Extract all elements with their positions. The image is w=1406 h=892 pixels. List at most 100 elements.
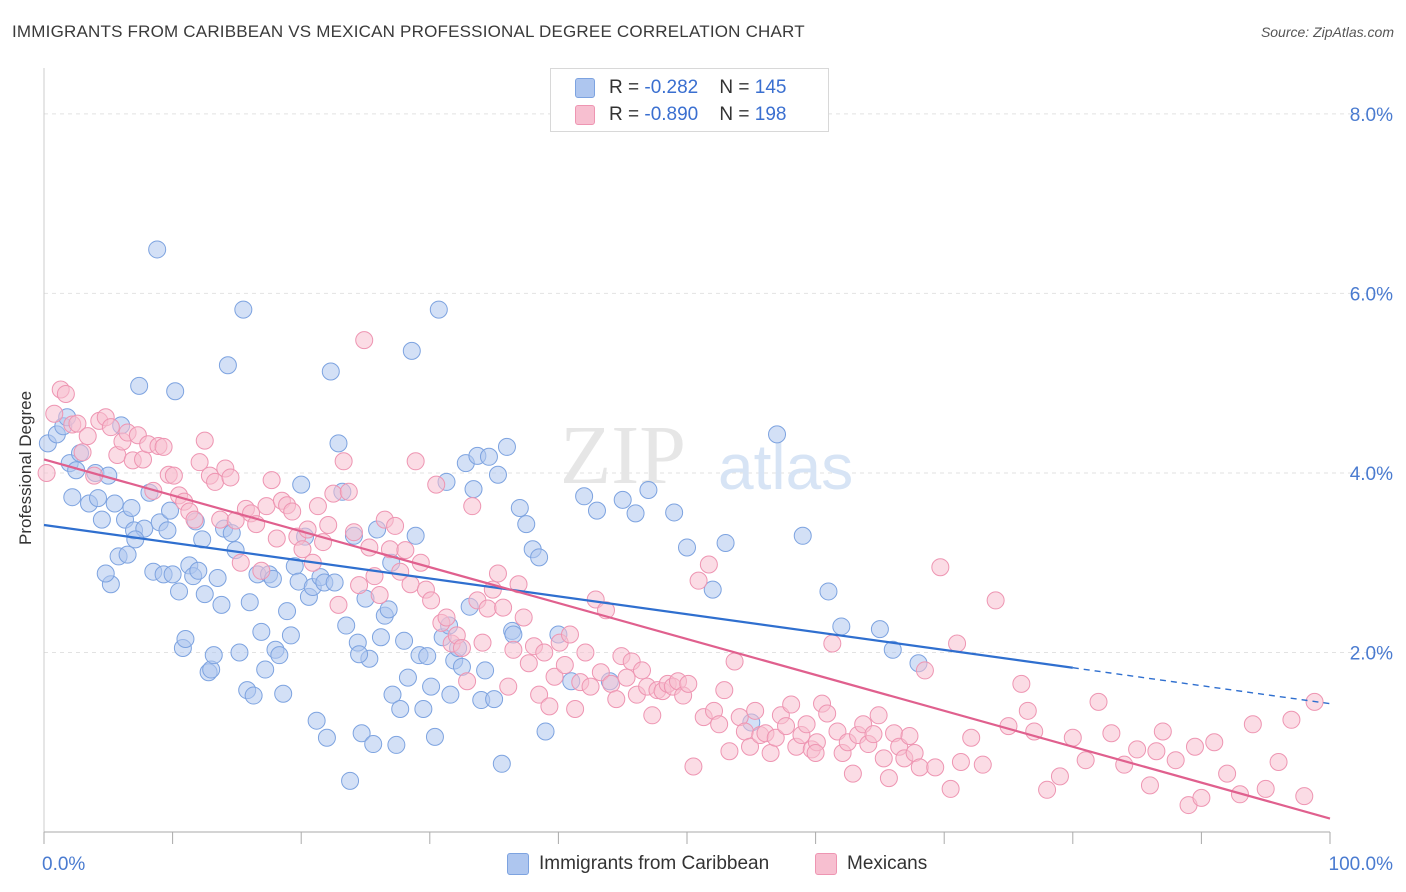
data-point <box>458 672 477 691</box>
data-point <box>337 616 356 635</box>
data-point <box>870 620 889 639</box>
data-point <box>195 431 214 450</box>
data-point <box>324 484 343 503</box>
data-point <box>1018 701 1037 720</box>
data-point <box>715 681 734 700</box>
data-point <box>334 452 353 471</box>
r-value-caribbean: -0.282 <box>644 77 699 98</box>
data-point <box>267 529 286 548</box>
data-point <box>782 695 801 714</box>
data-point <box>488 564 507 583</box>
data-point <box>832 617 851 636</box>
data-point <box>843 764 862 783</box>
data-point <box>1269 752 1288 771</box>
n-label: N = <box>719 77 755 98</box>
data-point <box>344 523 363 542</box>
data-point <box>89 489 108 508</box>
data-point <box>951 752 970 771</box>
data-point <box>278 602 297 621</box>
series-legend: Immigrants from Caribbean Mexicans <box>0 850 1406 880</box>
data-points <box>37 240 1324 815</box>
data-point <box>37 463 56 482</box>
data-point <box>962 728 981 747</box>
data-point <box>864 725 883 744</box>
data-point <box>240 593 259 612</box>
data-point <box>626 504 645 523</box>
watermark: ZIP atlas <box>560 409 853 503</box>
data-point <box>418 647 437 666</box>
data-point <box>602 674 621 693</box>
watermark-zip: ZIP <box>560 409 686 502</box>
series-points-mexicans <box>37 331 1324 815</box>
data-point <box>915 661 934 680</box>
axes <box>43 68 1331 844</box>
data-point <box>401 575 420 594</box>
data-point <box>678 538 696 557</box>
data-point <box>1102 724 1121 743</box>
data-point <box>317 728 336 747</box>
data-point <box>130 376 149 395</box>
data-point <box>383 685 402 704</box>
data-point <box>735 722 754 741</box>
data-point <box>720 742 739 761</box>
legend-label-mexicans: Mexicans <box>847 853 928 874</box>
data-point <box>231 553 250 572</box>
data-point <box>679 674 698 693</box>
legend-label-caribbean: Immigrants from Caribbean <box>539 853 770 874</box>
data-point <box>422 677 441 696</box>
data-point <box>441 685 460 704</box>
data-point <box>185 510 204 529</box>
data-point <box>274 684 293 703</box>
data-point <box>283 502 302 521</box>
data-point <box>339 482 358 501</box>
data-point <box>1185 737 1204 756</box>
x-tick-label-max: 100.0% <box>1329 854 1394 875</box>
data-point <box>371 628 390 647</box>
data-point <box>118 545 137 564</box>
data-point <box>716 533 735 552</box>
data-point <box>68 414 87 433</box>
data-point <box>575 487 594 506</box>
r-value-mexicans: -0.890 <box>644 104 699 125</box>
data-point <box>234 300 253 319</box>
data-point <box>1166 751 1185 770</box>
data-point <box>879 769 898 788</box>
data-point <box>101 418 120 437</box>
data-point <box>617 668 636 687</box>
data-point <box>1089 692 1108 711</box>
trend-line-caribbean <box>43 523 1073 669</box>
data-point <box>530 548 549 567</box>
trend-lines <box>43 458 1331 820</box>
data-point <box>293 540 312 559</box>
data-point <box>56 384 75 403</box>
data-point <box>257 497 276 516</box>
watermark-atlas: atlas <box>718 431 853 503</box>
data-point <box>464 480 483 499</box>
data-point <box>869 706 888 725</box>
data-point <box>806 744 825 763</box>
data-point <box>341 771 360 790</box>
data-point <box>166 382 185 401</box>
n-value-mexicans: 198 <box>754 104 787 125</box>
data-point <box>414 700 433 719</box>
data-point <box>793 526 812 545</box>
data-point <box>252 622 271 641</box>
data-point <box>797 715 816 734</box>
data-point <box>396 541 415 560</box>
data-point <box>613 490 632 509</box>
data-point <box>485 690 504 709</box>
data-point <box>211 510 230 529</box>
data-point <box>710 715 729 734</box>
data-point <box>386 516 405 535</box>
data-point <box>1038 780 1057 799</box>
data-point <box>429 300 448 319</box>
data-point <box>1256 779 1275 798</box>
data-point <box>402 341 421 360</box>
data-point <box>281 626 300 645</box>
data-point <box>1282 710 1301 729</box>
data-point <box>212 595 231 614</box>
data-point <box>350 645 369 664</box>
data-point <box>536 722 555 741</box>
data-point <box>230 643 249 662</box>
